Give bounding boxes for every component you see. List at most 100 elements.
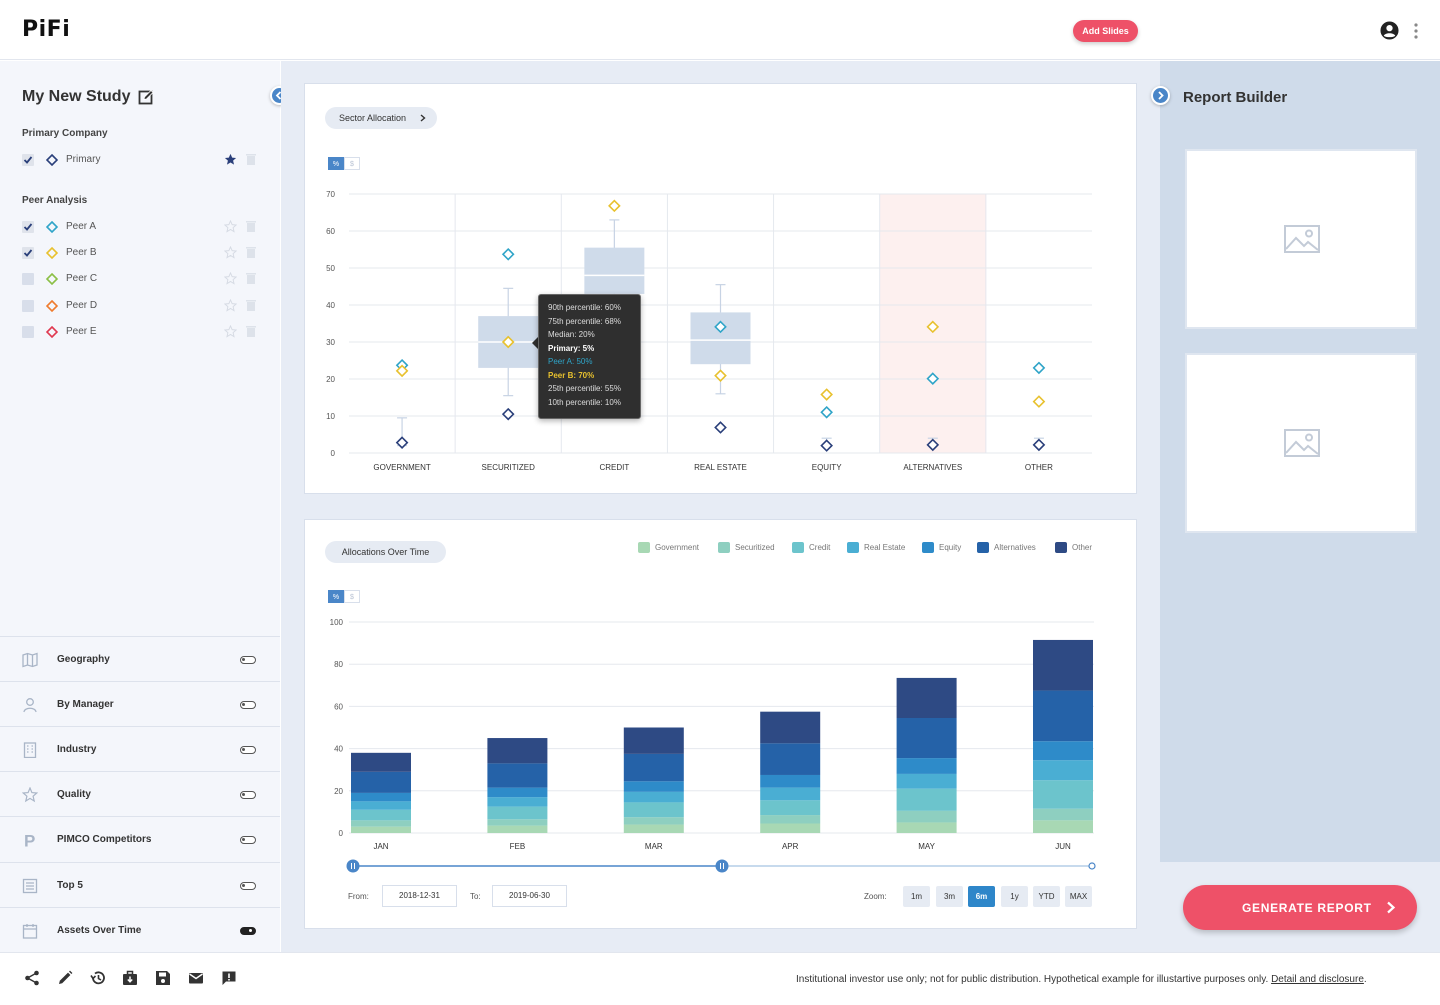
bar-segment[interactable] [351, 771, 411, 793]
data-point-diamond[interactable] [1032, 361, 1046, 375]
trash-icon[interactable] [246, 221, 256, 232]
bar-segment[interactable] [896, 810, 957, 823]
to-date-input[interactable]: 2019-06-30 [492, 885, 567, 907]
share-icon[interactable] [24, 970, 40, 986]
data-point-diamond[interactable] [926, 438, 940, 452]
bar-segment[interactable] [487, 797, 548, 807]
percent-unit-button[interactable]: % [328, 157, 344, 170]
data-point-diamond[interactable] [501, 407, 515, 421]
sector-allocation-dropdown[interactable]: Sector Allocation [325, 107, 437, 129]
zoom-button[interactable]: 3m [936, 886, 963, 907]
data-point-diamond[interactable] [926, 320, 940, 334]
collapse-right-panel-button[interactable] [1151, 86, 1170, 105]
zoom-button[interactable]: 1m [903, 886, 930, 907]
data-point-diamond[interactable] [926, 372, 940, 385]
data-point-diamond[interactable] [714, 421, 727, 434]
bar-segment[interactable] [351, 826, 411, 833]
bar-segment[interactable] [351, 792, 411, 802]
trash-icon[interactable] [246, 325, 256, 337]
trash-icon[interactable] [246, 247, 256, 259]
trash-icon[interactable] [246, 299, 256, 311]
bar-segment[interactable] [760, 823, 821, 833]
more-options-icon[interactable] [1410, 22, 1422, 40]
filter-row[interactable]: By Manager [0, 681, 280, 726]
data-point-diamond[interactable] [714, 320, 727, 334]
bar-segment[interactable] [487, 825, 548, 833]
data-point-diamond[interactable] [395, 364, 409, 378]
slide-placeholder[interactable] [1185, 353, 1417, 533]
feedback-icon[interactable] [221, 970, 237, 986]
user-account-icon[interactable] [1380, 21, 1399, 40]
peer-checkbox[interactable] [22, 247, 34, 260]
filter-row[interactable]: P PIMCO Competitors [0, 816, 280, 861]
bar-segment[interactable] [623, 791, 684, 803]
bar-segment[interactable] [623, 817, 684, 825]
filter-row[interactable]: Geography [0, 636, 280, 681]
bar-segment[interactable] [1033, 639, 1093, 691]
data-point-diamond[interactable] [714, 369, 727, 383]
zoom-button[interactable]: 1y [1001, 886, 1028, 907]
range-slider-handle[interactable] [715, 859, 729, 873]
filter-toggle[interactable] [240, 791, 256, 799]
allocations-over-time-dropdown[interactable]: Allocations Over Time [325, 541, 446, 563]
dollar-unit-button[interactable]: $ [344, 590, 360, 603]
bar-segment[interactable] [896, 718, 957, 759]
data-point-diamond[interactable] [820, 439, 833, 452]
bar-segment[interactable] [896, 788, 957, 811]
zoom-button[interactable]: MAX [1065, 886, 1092, 907]
filter-row[interactable]: Assets Over Time [0, 907, 280, 952]
bar-segment[interactable] [1033, 780, 1093, 809]
trash-icon[interactable] [246, 154, 256, 165]
star-outline-icon[interactable] [224, 220, 237, 233]
bar-segment[interactable] [623, 802, 684, 818]
filter-toggle[interactable] [240, 836, 256, 844]
bar-segment[interactable] [1033, 741, 1093, 761]
filter-toggle[interactable] [240, 656, 256, 664]
filter-row[interactable]: Top 5 [0, 862, 280, 907]
data-point-diamond[interactable] [501, 247, 515, 261]
bar-segment[interactable] [487, 819, 548, 826]
add-slides-button[interactable]: Add Slides [1073, 20, 1138, 42]
peer-checkbox[interactable] [22, 273, 34, 286]
peer-checkbox[interactable] [22, 221, 34, 233]
primary-checkbox[interactable] [22, 154, 34, 166]
bar-segment[interactable] [760, 800, 821, 816]
bar-segment[interactable] [487, 763, 548, 788]
filter-row[interactable]: Quality [0, 771, 280, 816]
save-icon[interactable] [155, 970, 171, 986]
bar-segment[interactable] [760, 711, 821, 744]
briefcase-download-icon[interactable] [122, 970, 138, 986]
data-point-diamond[interactable] [1032, 438, 1046, 452]
percent-unit-button[interactable]: % [328, 590, 344, 603]
bar-segment[interactable] [351, 809, 411, 821]
bar-segment[interactable] [351, 801, 411, 810]
bar-segment[interactable] [760, 774, 821, 788]
data-point-diamond[interactable] [608, 199, 621, 213]
star-outline-icon[interactable] [224, 272, 237, 285]
star-filled-icon[interactable] [224, 153, 237, 166]
peer-checkbox[interactable] [22, 325, 34, 338]
data-point-diamond[interactable] [1032, 395, 1046, 408]
bar-segment[interactable] [896, 677, 957, 719]
data-point-diamond[interactable] [395, 436, 409, 449]
bar-segment[interactable] [351, 752, 411, 772]
trash-icon[interactable] [246, 273, 256, 285]
bar-segment[interactable] [760, 743, 821, 775]
mail-icon[interactable] [188, 970, 204, 986]
bar-segment[interactable] [1033, 820, 1093, 833]
filter-toggle[interactable] [240, 746, 256, 754]
bar-segment[interactable] [623, 824, 684, 833]
bar-segment[interactable] [760, 815, 821, 824]
generate-report-button[interactable]: GENERATE REPORT [1183, 885, 1417, 930]
bar-segment[interactable] [351, 820, 411, 827]
pencil-icon[interactable] [57, 970, 73, 986]
history-icon[interactable] [90, 970, 106, 986]
range-slider-handle[interactable] [346, 859, 360, 873]
bar-segment[interactable] [896, 773, 957, 789]
bar-segment[interactable] [623, 753, 684, 782]
detail-disclosure-link[interactable]: Detail and disclosure [1271, 974, 1364, 985]
star-outline-icon[interactable] [224, 324, 237, 338]
bar-segment[interactable] [1033, 690, 1093, 742]
bar-segment[interactable] [760, 787, 821, 801]
star-outline-icon[interactable] [224, 298, 237, 312]
